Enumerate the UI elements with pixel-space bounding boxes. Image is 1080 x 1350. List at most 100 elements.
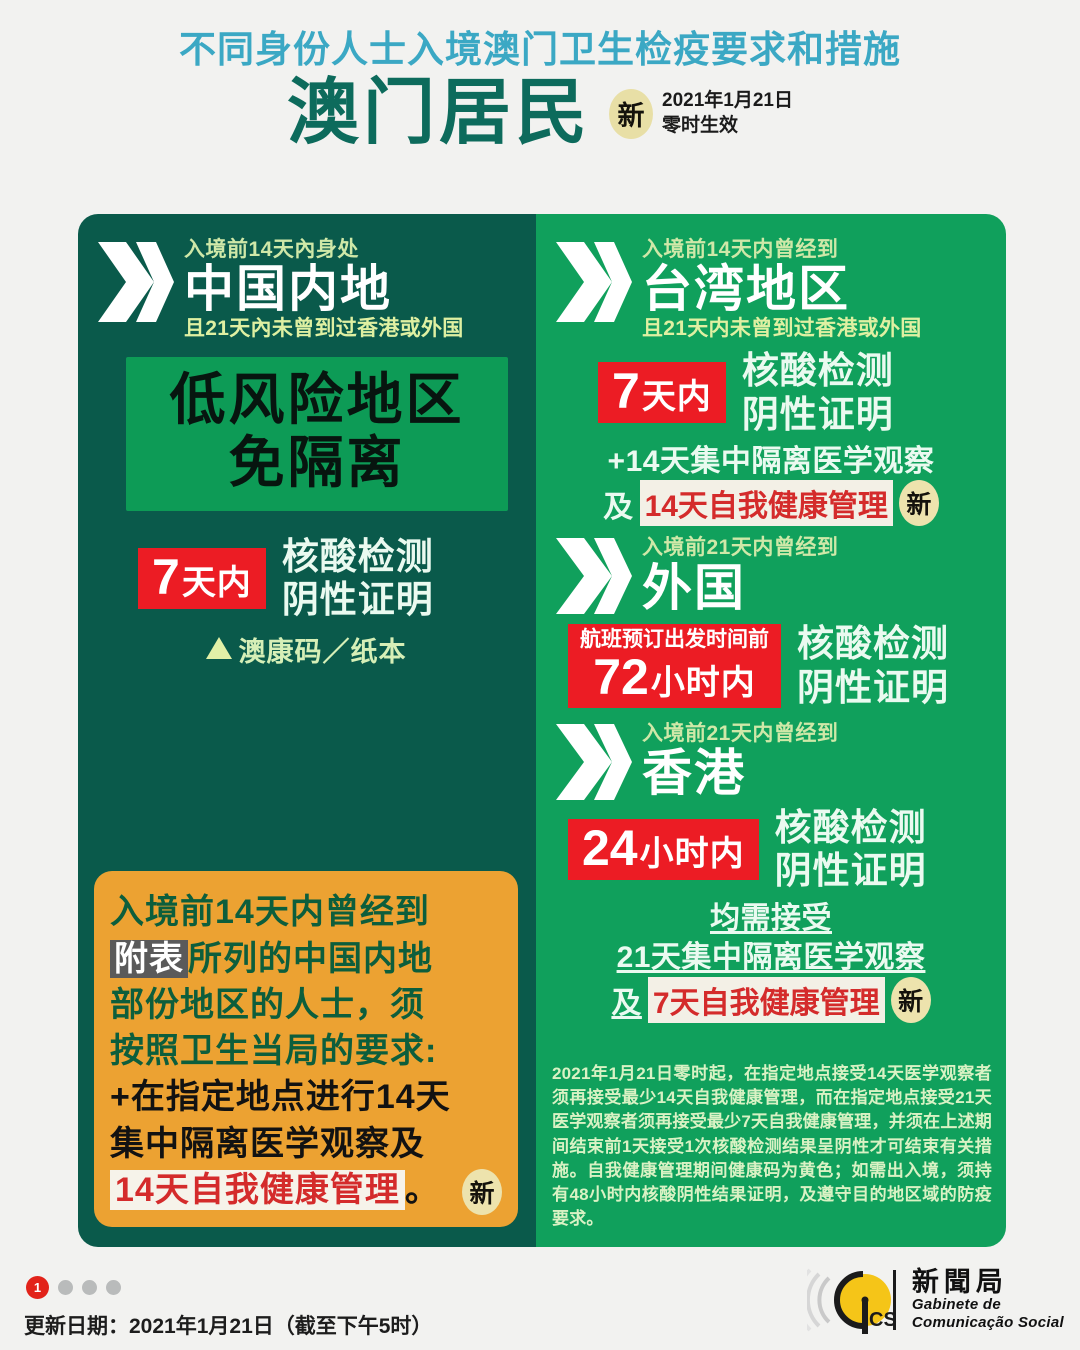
taiwan-test-window-number: 7 (612, 363, 640, 420)
taiwan-self-health-highlight: 14天自我健康管理 (639, 480, 893, 527)
panel-mainland-china: 入境前14天內身处 中国内地 且21天內未曾到过香港或外国 低风险地区 免隔离 … (78, 214, 536, 1247)
foreign-pcr-line1: 核酸检测 (797, 623, 949, 665)
mainland-post-line: 且21天內未曾到过香港或外国 (184, 317, 464, 341)
annex-last-line: 14天自我健康管理。 新 (110, 1167, 502, 1215)
mainland-place: 中国内地 (184, 261, 392, 318)
hongkong-self-health-highlight: 7天自我健康管理 (647, 977, 885, 1024)
taiwan-post-line: 且21天内未曾到过香港或外国 (642, 317, 922, 341)
annex-line4: 按照卫生当局的要求: (110, 1032, 438, 1071)
page-indicator[interactable]: 1 (26, 1276, 121, 1299)
page-dot-2[interactable] (58, 1280, 73, 1295)
annex-self-health-highlight: 14天自我健康管理 (110, 1169, 405, 1210)
hongkong-test-window-number: 24 (582, 819, 638, 876)
hongkong-heading-text: 入境前21天内曾经到 香港 (642, 720, 838, 800)
all-must-line1: 均需接受 (710, 902, 832, 936)
foreign-pcr-text: 核酸检测 阴性证明 (797, 622, 949, 709)
new-badge-icon: 新 (609, 88, 654, 139)
page-title: 澳门居民 (287, 72, 592, 153)
hongkong-test-row: 24 小时内 核酸检测 阴性证明 (568, 806, 988, 893)
page-header: 不同身份人士入境澳门卫生检疫要求和措施 澳门居民 新 2021年1月21日 零时… (0, 0, 1080, 149)
all-must-line3-row: 及 7天自我健康管理 新 (554, 977, 988, 1024)
gcs-logo-text: 新聞局 Gabinete de Comunicação Social (911, 1267, 1064, 1331)
low-risk-box: 低风险地区 免隔离 (126, 357, 508, 511)
foreign-test-window-caption: 航班预订出发时间前 (580, 628, 769, 651)
foreign-test-window-tag: 航班预订出发时间前 72 小时内 (568, 624, 781, 709)
taiwan-test-window-unit: 天内 (641, 378, 712, 417)
effective-date-text: 2021年1月21日 零时生效 (662, 89, 793, 138)
svg-text:CS: CS (869, 1309, 897, 1331)
gcs-logo-chinese: 新聞局 (911, 1267, 1008, 1298)
mainland-pcr-line2: 阴性证明 (281, 579, 434, 621)
page-dot-4[interactable] (106, 1280, 121, 1295)
page-dot-1[interactable]: 1 (26, 1276, 49, 1299)
effective-date-block: 新 2021年1月21日 零时生效 (609, 88, 793, 149)
page-subtitle: 不同身份人士入境澳门卫生检疫要求和措施 (179, 29, 901, 70)
fineprint-paragraph: 2021年1月21日零时起，在指定地点接受14天医学观察者须再接受最少14天自我… (552, 1064, 992, 1228)
taiwan-pcr-text: 核酸检测 阴性证明 (742, 349, 894, 436)
gcs-logo-pt-line1: Gabinete de (911, 1296, 1002, 1314)
hongkong-test-window-unit: 小时内 (639, 834, 745, 873)
foreign-test-window-value: 72 小时内 (593, 652, 756, 702)
annex-line2-rest: 所列的中国内地 (188, 939, 433, 978)
double-chevron-right-icon (554, 534, 632, 618)
gcs-logo: CS 新聞局 Gabinete de Comunicação Social (795, 1264, 1064, 1336)
triangle-bullet-icon (205, 637, 232, 660)
mainland-test-window-unit: 天内 (181, 563, 252, 602)
foreign-test-window-unit: 小时内 (650, 664, 756, 703)
gcs-logo-mark-icon: CS (795, 1264, 903, 1336)
taiwan-test-row: 7 天内 核酸检测 阴性证明 (598, 349, 988, 436)
mainland-test-window-tag: 7 天内 (138, 547, 266, 609)
taiwan-pre-line: 入境前14天内曾经到 (642, 238, 839, 261)
foreign-pcr-line2: 阴性证明 (797, 667, 949, 709)
annex-table-tag[interactable]: 附表 (110, 939, 188, 978)
foreign-heading-text: 入境前21天内曾经到 外国 (642, 534, 838, 614)
annex-line2: 附表 所列的中国内地 (110, 936, 502, 982)
hongkong-pcr-line2: 阴性证明 (774, 850, 927, 892)
page-footer: 1 更新日期：2021年1月21日（截至下午5时） CS 新聞局 Gabinet… (0, 1258, 1080, 1350)
annex-line7: 14天自我健康管理。 (110, 1167, 440, 1213)
taiwan-pcr-line1: 核酸检测 (741, 350, 894, 392)
low-risk-line1: 低风险地区 (169, 368, 465, 432)
double-chevron-right-icon (96, 236, 174, 328)
annex-line3: 部份地区的人士，须 (110, 985, 425, 1024)
page-dot-3[interactable] (82, 1280, 97, 1295)
panel-other-origins: 入境前14天内曾经到 台湾地区 且21天内未曾到过香港或外国 7 天内 核酸检测… (536, 214, 1006, 1247)
taiwan-heading-text: 入境前14天内曾经到 台湾地区 且21天内未曾到过香港或外国 (642, 236, 922, 341)
hongkong-pcr-text: 核酸检测 阴性证明 (775, 806, 927, 893)
effective-date-line2: 零时生效 (662, 114, 739, 136)
mainland-pcr-line1: 核酸检测 (281, 535, 434, 577)
foreign-test-window-number: 72 (593, 649, 649, 706)
hongkong-pre-line: 入境前21天内曾经到 (642, 721, 839, 745)
taiwan-heading: 入境前14天内曾经到 台湾地区 且21天内未曾到过香港或外国 (554, 236, 988, 341)
mainland-test-row: 7 天内 核酸检测 阴性证明 (138, 535, 516, 622)
proof-note-text: 澳康码／纸本 (238, 637, 407, 668)
hongkong-new-badge-icon: 新 (890, 977, 931, 1024)
foreign-heading: 入境前21天内曾经到 外国 (554, 534, 988, 618)
mainland-heading: 入境前14天內身处 中国内地 且21天內未曾到过香港或外国 (96, 236, 516, 341)
all-must-accept-block: 均需接受 21天集中隔离医学观察 及 7天自我健康管理 新 (554, 899, 988, 1024)
double-chevron-right-icon (554, 236, 632, 328)
gcs-logo-pt-line2: Comunicação Social (911, 1313, 1064, 1331)
annex-line7-tail: 。 (404, 1170, 440, 1209)
all-must-line2: 21天集中隔离医学观察 (616, 941, 926, 975)
taiwan-new-badge-icon: 新 (898, 480, 939, 527)
low-risk-line2: 免隔离 (228, 431, 406, 495)
mainland-pcr-text: 核酸检测 阴性证明 (282, 535, 434, 622)
double-chevron-right-icon (554, 720, 632, 804)
mainland-pre-line: 入境前14天內身处 (184, 238, 359, 261)
proof-note-row: 澳康码／纸本 (96, 630, 516, 669)
all-must-prefix: 及 (611, 987, 642, 1021)
hongkong-test-window-tag: 24 小时内 (568, 818, 759, 880)
taiwan-test-window-tag: 7 天内 (598, 362, 726, 424)
title-row: 澳门居民 新 2021年1月21日 零时生效 (0, 77, 1080, 149)
foreign-pre-line: 入境前21天内曾经到 (642, 536, 839, 560)
annex-orange-box: 入境前14天内曾经到 附表 所列的中国内地 部份地区的人士，须 按照卫生当局的要求… (94, 871, 518, 1227)
annex-line5: +在指定地点进行14天 (110, 1078, 451, 1117)
hongkong-heading: 入境前21天内曾经到 香港 (554, 720, 988, 804)
annex-line6: 集中隔离医学观察及 (110, 1124, 425, 1163)
taiwan-self-health-row: 及 14天自我健康管理 新 (554, 480, 988, 527)
mainland-test-window-number: 7 (152, 548, 180, 605)
foreign-test-row: 航班预订出发时间前 72 小时内 核酸检测 阴性证明 (568, 622, 988, 709)
foreign-place: 外国 (642, 559, 746, 616)
hongkong-pcr-line1: 核酸检测 (774, 806, 927, 848)
